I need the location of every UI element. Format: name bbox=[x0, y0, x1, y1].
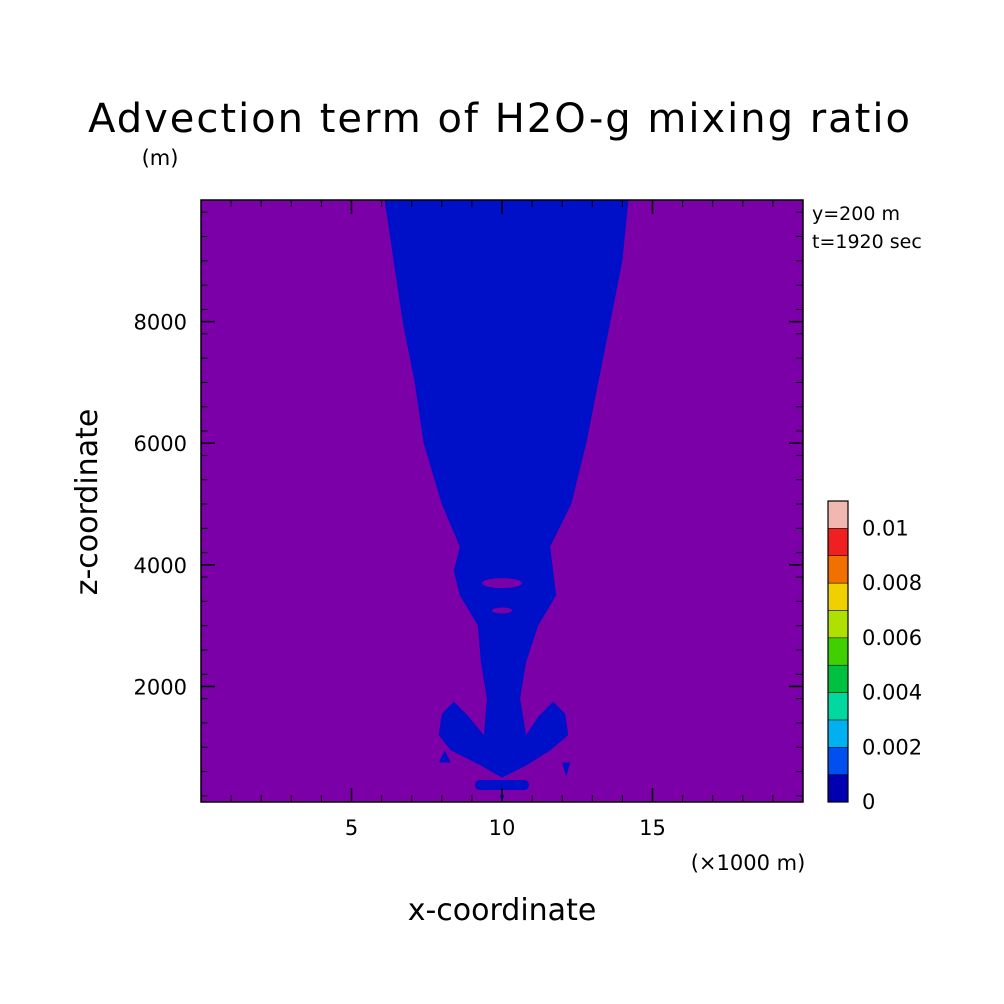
y-tick-label: 8000 bbox=[134, 311, 187, 335]
colorbar-swatch bbox=[827, 747, 849, 775]
colorbar-swatch bbox=[827, 719, 849, 748]
colorbar-label: 0.002 bbox=[862, 735, 922, 759]
y-tick-label: 6000 bbox=[134, 432, 187, 456]
z-unit-label: (m) bbox=[142, 146, 179, 170]
plot-area: 5 10 15 2000 4000 6000 8000 bbox=[134, 199, 804, 840]
plume-base-bar bbox=[474, 779, 530, 790]
colorbar-label: 0.006 bbox=[862, 626, 922, 650]
y-axis-label: z-coordinate bbox=[70, 409, 105, 596]
minor-ticks bbox=[201, 200, 803, 802]
plume-main bbox=[384, 200, 629, 778]
colorbar-swatch bbox=[827, 637, 849, 666]
colorbar-swatch bbox=[827, 528, 849, 556]
colorbar-swatch bbox=[827, 692, 849, 721]
colorbar-label: 0.008 bbox=[862, 571, 922, 595]
annotation-y: y=200 m bbox=[812, 203, 900, 225]
plume-blob-right bbox=[562, 762, 571, 777]
x-unit-label: (×1000 m) bbox=[691, 851, 806, 875]
plume-gap-upper bbox=[482, 578, 522, 589]
chart-title: Advection term of H2O-g mixing ratio bbox=[88, 96, 912, 142]
colorbar-swatch bbox=[827, 664, 849, 693]
x-axis-label: x-coordinate bbox=[408, 893, 597, 928]
colorbar-label: 0 bbox=[862, 790, 875, 814]
plume-gap-lower bbox=[492, 607, 512, 614]
colorbar-swatch bbox=[827, 582, 849, 611]
x-tick-label: 10 bbox=[489, 816, 516, 840]
colorbar-swatch bbox=[827, 774, 849, 803]
colorbar-label: 0.004 bbox=[862, 681, 922, 705]
y-ticks: 2000 4000 6000 8000 bbox=[134, 311, 803, 699]
x-ticks: 5 10 15 bbox=[345, 200, 666, 840]
x-tick-label: 5 bbox=[345, 816, 358, 840]
colorbar: 0 0.002 0.004 0.006 0.008 0.01 bbox=[827, 500, 922, 814]
y-tick-label: 4000 bbox=[134, 554, 187, 578]
y-tick-label: 2000 bbox=[134, 675, 187, 699]
annotation-t: t=1920 sec bbox=[812, 231, 922, 253]
colorbar-frame bbox=[827, 500, 849, 803]
plume-blob-left bbox=[438, 750, 451, 763]
plume-features bbox=[384, 200, 629, 799]
x-tick-label: 15 bbox=[639, 816, 666, 840]
colorbar-label: 0.01 bbox=[862, 516, 909, 540]
colorbar-swatch bbox=[827, 500, 849, 529]
colorbar-swatch bbox=[827, 610, 849, 639]
colorbar-swatch bbox=[827, 555, 849, 584]
